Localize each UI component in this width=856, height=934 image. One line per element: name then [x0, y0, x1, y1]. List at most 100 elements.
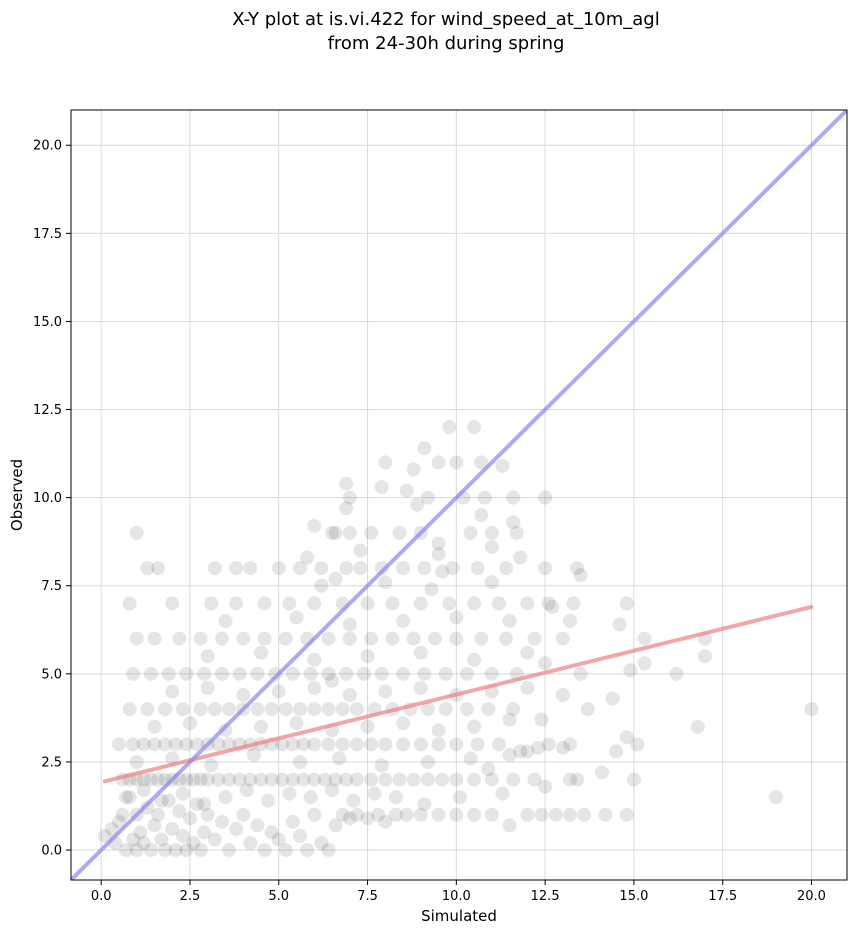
- scatter-point: [804, 702, 819, 717]
- scatter-point: [257, 843, 272, 858]
- scatter-point: [431, 536, 446, 551]
- scatter-point: [119, 790, 134, 805]
- scatter-point: [190, 797, 205, 812]
- scatter-point: [452, 790, 467, 805]
- scatter-point: [250, 666, 265, 681]
- scatter-point: [307, 680, 322, 695]
- y-tick-label: 10.0: [33, 491, 62, 506]
- scatter-point: [495, 458, 510, 473]
- y-tick-label: 7.5: [41, 579, 62, 594]
- scatter-point: [374, 561, 389, 576]
- scatter-point: [342, 687, 357, 702]
- scatter-point: [420, 490, 435, 505]
- scatter-point: [147, 818, 162, 833]
- scatter-point: [122, 702, 137, 717]
- scatter-point: [449, 737, 464, 752]
- scatter-point: [179, 772, 194, 787]
- scatter-point: [321, 631, 336, 646]
- scatter-point: [619, 596, 634, 611]
- scatter-point: [264, 702, 279, 717]
- scatter-point: [136, 835, 151, 850]
- scatter-point: [339, 561, 354, 576]
- scatter-point: [182, 716, 197, 731]
- scatter-point: [396, 561, 411, 576]
- scatter-point: [619, 807, 634, 822]
- scatter-point: [541, 596, 556, 611]
- scatter-point: [250, 702, 265, 717]
- scatter-point: [254, 645, 269, 660]
- scatter-point: [573, 568, 588, 583]
- scatter-point: [335, 702, 350, 717]
- chart-title-line-2: from 24-30h during spring: [328, 33, 565, 54]
- scatter-point: [342, 811, 357, 826]
- scatter-point: [562, 772, 577, 787]
- scatter-point: [385, 631, 400, 646]
- scatter-point: [435, 772, 450, 787]
- scatter-point: [520, 596, 535, 611]
- scatter-point: [342, 490, 357, 505]
- scatter-point: [392, 525, 407, 540]
- scatter-point: [325, 783, 340, 798]
- scatter-point: [420, 772, 435, 787]
- scatter-point: [538, 779, 553, 794]
- scatter-point: [396, 716, 411, 731]
- scatter-point: [133, 825, 148, 840]
- scatter-point: [147, 737, 162, 752]
- scatter-point: [207, 832, 222, 847]
- scatter-point: [293, 754, 308, 769]
- scatter-point: [506, 515, 521, 530]
- scatter-point: [218, 613, 233, 628]
- scatter-point: [147, 631, 162, 646]
- scatter-point: [506, 490, 521, 505]
- scatter-point: [179, 666, 194, 681]
- scatter-point: [499, 631, 514, 646]
- scatter-point: [129, 525, 144, 540]
- scatter-point: [165, 596, 180, 611]
- scatter-point: [612, 617, 627, 632]
- scatter-point: [399, 483, 414, 498]
- scatter-point: [342, 617, 357, 632]
- scatter-point: [307, 652, 322, 667]
- scatter-point: [502, 712, 517, 727]
- scatter-point: [484, 666, 499, 681]
- scatter-point: [207, 561, 222, 576]
- scatter-point: [158, 702, 173, 717]
- scatter-point: [136, 783, 151, 798]
- scatter-point: [140, 561, 155, 576]
- scatter-point: [257, 631, 272, 646]
- scatter-point: [193, 843, 208, 858]
- scatter-point: [236, 807, 251, 822]
- scatter-point: [534, 807, 549, 822]
- scatter-point: [349, 772, 364, 787]
- scatter-point: [207, 702, 222, 717]
- scatter-point: [197, 666, 212, 681]
- scatter-point: [285, 772, 300, 787]
- scatter-point: [289, 610, 304, 625]
- scatter-point: [278, 843, 293, 858]
- scatter-point: [378, 684, 393, 699]
- scatter-point: [520, 807, 535, 822]
- scatter-point: [303, 666, 318, 681]
- scatter-point: [555, 740, 570, 755]
- scatter-point: [172, 804, 187, 819]
- scatter-point: [97, 828, 112, 843]
- scatter-point: [502, 613, 517, 628]
- x-tick-label: 0.0: [91, 889, 112, 904]
- scatter-point: [637, 656, 652, 671]
- scatter-point: [605, 691, 620, 706]
- scatter-point: [161, 666, 176, 681]
- scatter-point: [300, 550, 315, 565]
- scatter-point: [254, 719, 269, 734]
- scatter-point: [424, 582, 439, 597]
- scatter-point: [459, 702, 474, 717]
- x-tick-label: 5.0: [268, 889, 289, 904]
- scatter-point: [442, 596, 457, 611]
- scatter-point: [467, 652, 482, 667]
- scatter-point: [548, 807, 563, 822]
- scatter-point: [690, 719, 705, 734]
- scatter-point: [491, 737, 506, 752]
- scatter-point: [630, 737, 645, 752]
- scatter-point: [449, 610, 464, 625]
- scatter-point: [428, 631, 443, 646]
- scatter-point: [463, 751, 478, 766]
